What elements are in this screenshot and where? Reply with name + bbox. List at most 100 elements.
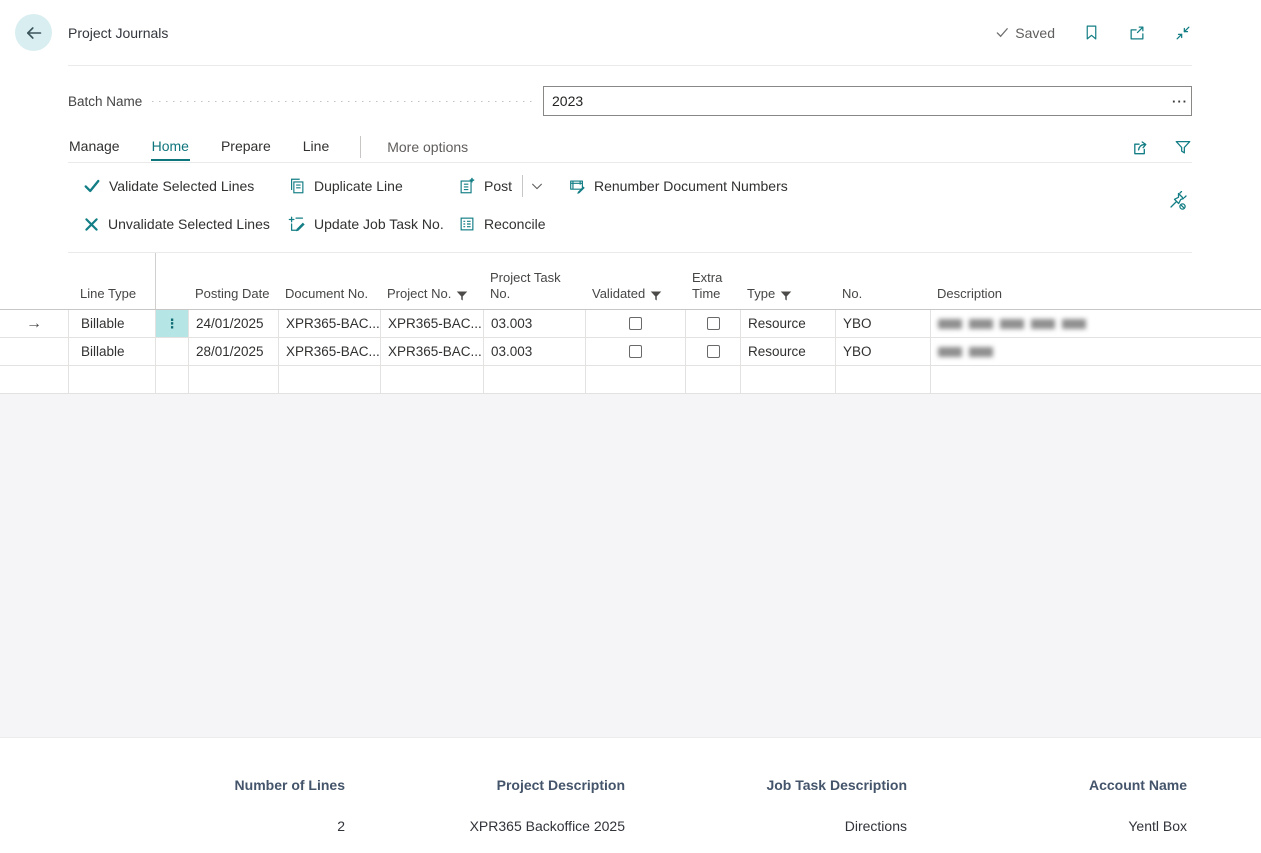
cell-line-type[interactable]: Billable [68,310,155,337]
cell-extra-time[interactable] [685,310,740,337]
row-selector-cell[interactable] [0,366,68,393]
cell-empty[interactable] [483,366,585,393]
cell-empty[interactable] [188,366,278,393]
cell-empty[interactable] [835,366,930,393]
cell-project-task-no[interactable]: 03.003 [483,310,585,337]
cell-empty[interactable] [155,366,188,393]
cell-document-no[interactable]: XPR365-BAC... [278,338,380,365]
cell-description[interactable] [930,310,1261,337]
cell-type[interactable]: Resource [740,338,835,365]
cell-empty[interactable] [930,366,1261,393]
bookmark-button[interactable] [1083,24,1100,41]
collapse-button[interactable] [1174,24,1192,42]
extra-time-checkbox[interactable] [707,317,720,330]
header-divider [68,65,1192,66]
current-row-indicator[interactable]: → [0,310,68,337]
batch-name-assist-button[interactable]: ··· [1172,89,1188,113]
post-split-divider [522,175,523,197]
cell-project-no[interactable]: XPR365-BAC... [380,310,483,337]
column-filter-icon [780,290,792,302]
content-background [0,394,1261,737]
cell-empty[interactable] [740,366,835,393]
cell-extra-time[interactable] [685,338,740,365]
tab-home[interactable]: Home [151,134,190,161]
unpin-button[interactable] [1167,191,1187,211]
top-header: Project Journals Saved [0,0,1261,65]
factbox-label: Number of Lines [0,777,345,793]
redacted-description [938,319,1090,329]
post-dropdown-button[interactable] [530,179,544,193]
column-filter-icon [650,290,662,302]
renumber-label: Renumber Document Numbers [594,178,788,194]
col-header-extra-time[interactable]: Extra Time [685,270,740,310]
bookmark-icon [1083,24,1100,41]
update-job-task-icon [288,215,306,233]
col-header-line-type[interactable]: Line Type [68,286,155,309]
factbox-footer: Number of Lines 2 Project Description XP… [0,737,1261,853]
update-job-task-label: Update Job Task No. [314,216,444,232]
column-filter-icon [456,290,468,302]
row-options-cell[interactable] [155,338,188,365]
row-options-button[interactable]: ⋮ [155,310,188,337]
batch-name-input[interactable] [543,86,1192,116]
cell-validated[interactable] [585,338,685,365]
cell-empty[interactable] [685,366,740,393]
row-selector-cell[interactable] [0,338,68,365]
share-button[interactable] [1131,138,1150,157]
type-header-label: Type [747,286,775,302]
post-button[interactable]: Post [458,177,512,195]
filter-button[interactable] [1174,138,1192,156]
validate-selected-lines-button[interactable]: Validate Selected Lines [83,177,254,195]
cell-no[interactable]: YBO [835,338,930,365]
cell-type[interactable]: Resource [740,310,835,337]
col-header-no[interactable]: No. [835,286,930,309]
cell-empty[interactable] [68,366,155,393]
right-arrow-icon: → [26,315,42,333]
extra-time-checkbox[interactable] [707,345,720,358]
more-options-button[interactable]: More options [387,139,468,155]
tab-manage[interactable]: Manage [68,134,121,161]
cell-empty[interactable] [585,366,685,393]
open-in-new-window-icon [1128,24,1146,42]
renumber-document-numbers-button[interactable]: Renumber Document Numbers [568,177,788,195]
col-header-description[interactable]: Description [930,286,1261,309]
factbox-label: Account Name [907,777,1187,793]
validated-checkbox[interactable] [629,345,642,358]
cell-line-type[interactable]: Billable [68,338,155,365]
back-button[interactable] [15,14,52,51]
col-header-project-task-no[interactable]: Project Task No. [483,270,585,310]
reconcile-button[interactable]: Reconcile [458,215,545,233]
col-header-type[interactable]: Type [740,286,835,309]
validated-checkbox[interactable] [629,317,642,330]
factbox-value: Directions [625,818,907,834]
collapse-arrows-icon [1174,24,1192,42]
unvalidate-selected-lines-button[interactable]: Unvalidate Selected Lines [83,216,270,233]
cell-project-task-no[interactable]: 03.003 [483,338,585,365]
tab-line[interactable]: Line [302,134,330,161]
project-no-header-label: Project No. [387,286,451,302]
col-header-project-no[interactable]: Project No. [380,286,483,309]
post-split-button: Post [458,175,568,197]
cell-empty[interactable] [380,366,483,393]
col-header-validated[interactable]: Validated [585,286,685,309]
renumber-icon [568,177,586,195]
tab-prepare[interactable]: Prepare [220,134,272,161]
duplicate-line-button[interactable]: Duplicate Line [288,177,403,195]
cell-empty[interactable] [278,366,380,393]
col-header-row-options [155,253,188,309]
cell-posting-date[interactable]: 28/01/2025 [188,338,278,365]
post-icon [458,177,476,195]
col-header-posting-date[interactable]: Posting Date [188,286,278,309]
col-header-document-no[interactable]: Document No. [278,286,380,309]
update-job-task-no-button[interactable]: Update Job Task No. [288,215,444,233]
table-row: Billable 28/01/2025 XPR365-BAC... XPR365… [0,338,1261,366]
dotted-leader [152,101,533,102]
cell-description[interactable] [930,338,1261,365]
open-in-new-window-button[interactable] [1128,24,1146,42]
cell-posting-date[interactable]: 24/01/2025 [188,310,278,337]
cell-no[interactable]: YBO [835,310,930,337]
cell-validated[interactable] [585,310,685,337]
cell-project-no[interactable]: XPR365-BAC... [380,338,483,365]
batch-name-label: Batch Name [68,94,142,109]
cell-document-no[interactable]: XPR365-BAC... [278,310,380,337]
